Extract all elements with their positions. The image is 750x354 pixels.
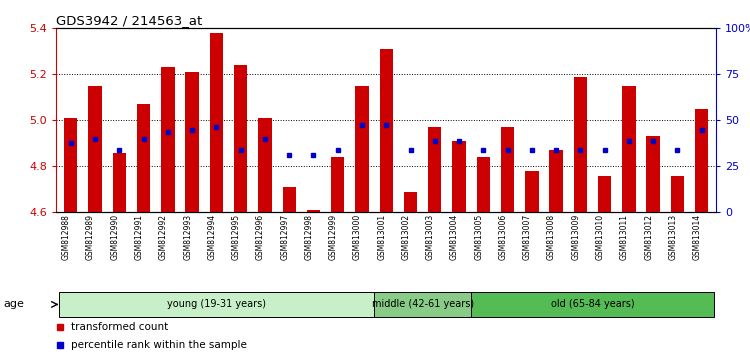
Bar xyxy=(88,86,102,212)
Text: GSM813013: GSM813013 xyxy=(668,214,677,260)
Bar xyxy=(64,118,77,212)
Bar xyxy=(283,187,296,212)
Text: GSM813002: GSM813002 xyxy=(401,214,410,260)
Text: percentile rank within the sample: percentile rank within the sample xyxy=(70,340,247,350)
Bar xyxy=(137,104,150,212)
Text: GSM812994: GSM812994 xyxy=(208,214,217,260)
Bar xyxy=(234,65,248,212)
Bar xyxy=(471,292,714,317)
Bar xyxy=(185,72,199,212)
Bar xyxy=(452,141,466,212)
Bar xyxy=(525,171,538,212)
Text: GSM812993: GSM812993 xyxy=(183,214,192,260)
Text: GSM812999: GSM812999 xyxy=(328,214,338,260)
Text: GSM813006: GSM813006 xyxy=(499,214,508,260)
Text: GSM813004: GSM813004 xyxy=(450,214,459,260)
Bar xyxy=(380,49,393,212)
Text: old (65-84 years): old (65-84 years) xyxy=(550,299,634,309)
Text: transformed count: transformed count xyxy=(70,322,168,332)
Bar xyxy=(501,127,515,212)
Bar xyxy=(307,210,320,212)
Text: GSM813001: GSM813001 xyxy=(377,214,386,260)
Bar xyxy=(356,86,369,212)
Bar xyxy=(574,76,587,212)
Bar xyxy=(58,292,374,317)
Text: GSM812988: GSM812988 xyxy=(62,214,70,260)
Text: GSM813003: GSM813003 xyxy=(426,214,435,260)
Bar xyxy=(695,109,708,212)
Bar xyxy=(374,292,471,317)
Text: middle (42-61 years): middle (42-61 years) xyxy=(371,299,474,309)
Bar xyxy=(210,33,223,212)
Text: GSM812990: GSM812990 xyxy=(110,214,119,260)
Text: GSM813008: GSM813008 xyxy=(547,214,556,260)
Bar xyxy=(331,157,344,212)
Text: GSM812989: GSM812989 xyxy=(86,214,95,260)
Bar xyxy=(477,157,490,212)
Text: age: age xyxy=(4,299,25,309)
Text: GDS3942 / 214563_at: GDS3942 / 214563_at xyxy=(56,14,202,27)
Text: GSM813011: GSM813011 xyxy=(620,214,629,260)
Text: GSM812996: GSM812996 xyxy=(256,214,265,260)
Text: GSM813010: GSM813010 xyxy=(596,214,604,260)
Bar xyxy=(404,192,417,212)
Bar xyxy=(258,118,272,212)
Text: GSM812998: GSM812998 xyxy=(304,214,313,260)
Text: GSM812995: GSM812995 xyxy=(232,214,241,260)
Bar xyxy=(598,176,611,212)
Text: GSM813007: GSM813007 xyxy=(523,214,532,260)
Text: GSM812991: GSM812991 xyxy=(134,214,143,260)
Bar xyxy=(646,137,660,212)
Bar xyxy=(550,150,562,212)
Text: GSM813014: GSM813014 xyxy=(693,214,702,260)
Bar xyxy=(112,153,126,212)
Bar xyxy=(161,67,175,212)
Bar xyxy=(428,127,442,212)
Bar xyxy=(670,176,684,212)
Text: GSM813009: GSM813009 xyxy=(572,214,580,260)
Bar xyxy=(622,86,635,212)
Text: GSM813005: GSM813005 xyxy=(474,214,483,260)
Text: GSM812992: GSM812992 xyxy=(159,214,168,260)
Text: GSM813012: GSM813012 xyxy=(644,214,653,260)
Text: GSM813000: GSM813000 xyxy=(353,214,362,260)
Text: young (19-31 years): young (19-31 years) xyxy=(167,299,266,309)
Text: GSM812997: GSM812997 xyxy=(280,214,290,260)
